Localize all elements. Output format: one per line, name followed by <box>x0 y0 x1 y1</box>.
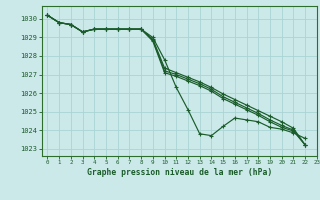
X-axis label: Graphe pression niveau de la mer (hPa): Graphe pression niveau de la mer (hPa) <box>87 168 272 177</box>
